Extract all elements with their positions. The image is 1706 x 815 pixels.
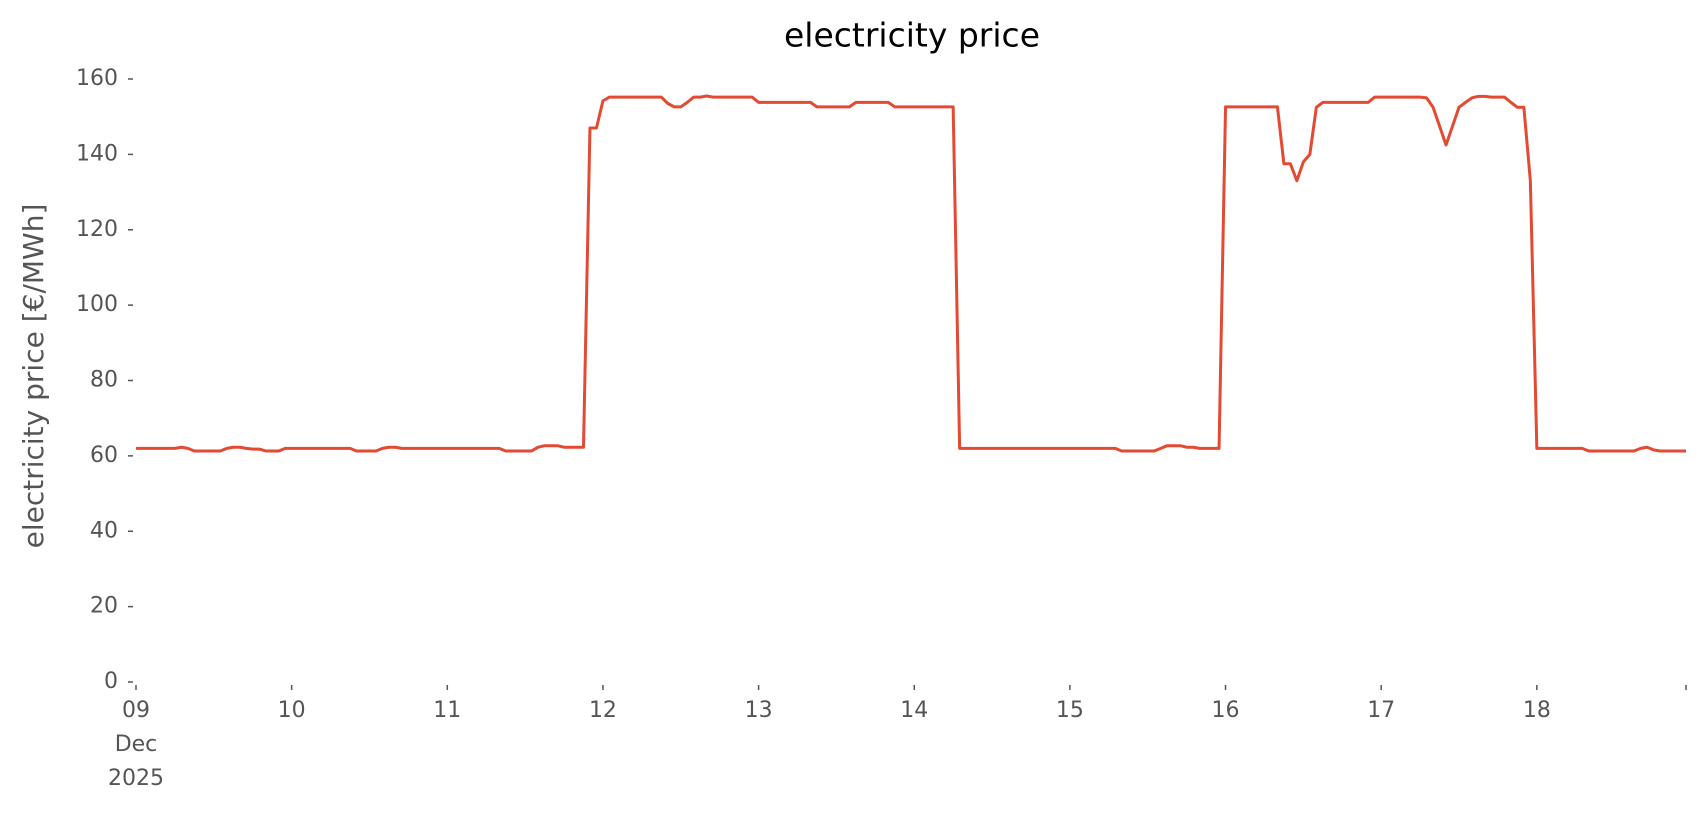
x-tick-label: 14 bbox=[900, 698, 928, 723]
x-tick-label: 13 bbox=[745, 698, 773, 723]
y-tick-label: 0 bbox=[104, 669, 118, 694]
y-tick-label: 60 bbox=[90, 443, 118, 468]
y-tick-label: 20 bbox=[90, 594, 118, 619]
price-line bbox=[136, 94, 1686, 453]
y-tick-label: 140 bbox=[76, 141, 118, 166]
x-tick-label: 16 bbox=[1212, 698, 1240, 723]
x-tick-label: 12 bbox=[589, 698, 617, 723]
y-tick-label: 120 bbox=[76, 217, 118, 242]
y-axis-label: electricity price [€/MWh] bbox=[17, 204, 50, 549]
x-tick-label: 10 bbox=[278, 698, 306, 723]
y-tick-label: 40 bbox=[90, 518, 118, 543]
chart-title: electricity price bbox=[784, 16, 1040, 55]
x-tick-label: 11 bbox=[433, 698, 461, 723]
y-tick-label: 160 bbox=[76, 66, 118, 91]
x-tick-label: 18 bbox=[1523, 698, 1551, 723]
x-tick-label: 15 bbox=[1056, 698, 1084, 723]
y-tick-label: 80 bbox=[90, 368, 118, 393]
x-tick-label: 09 Dec 2025 bbox=[108, 698, 164, 791]
x-tick-label: 17 bbox=[1367, 698, 1395, 723]
y-tick-label: 100 bbox=[76, 292, 118, 317]
